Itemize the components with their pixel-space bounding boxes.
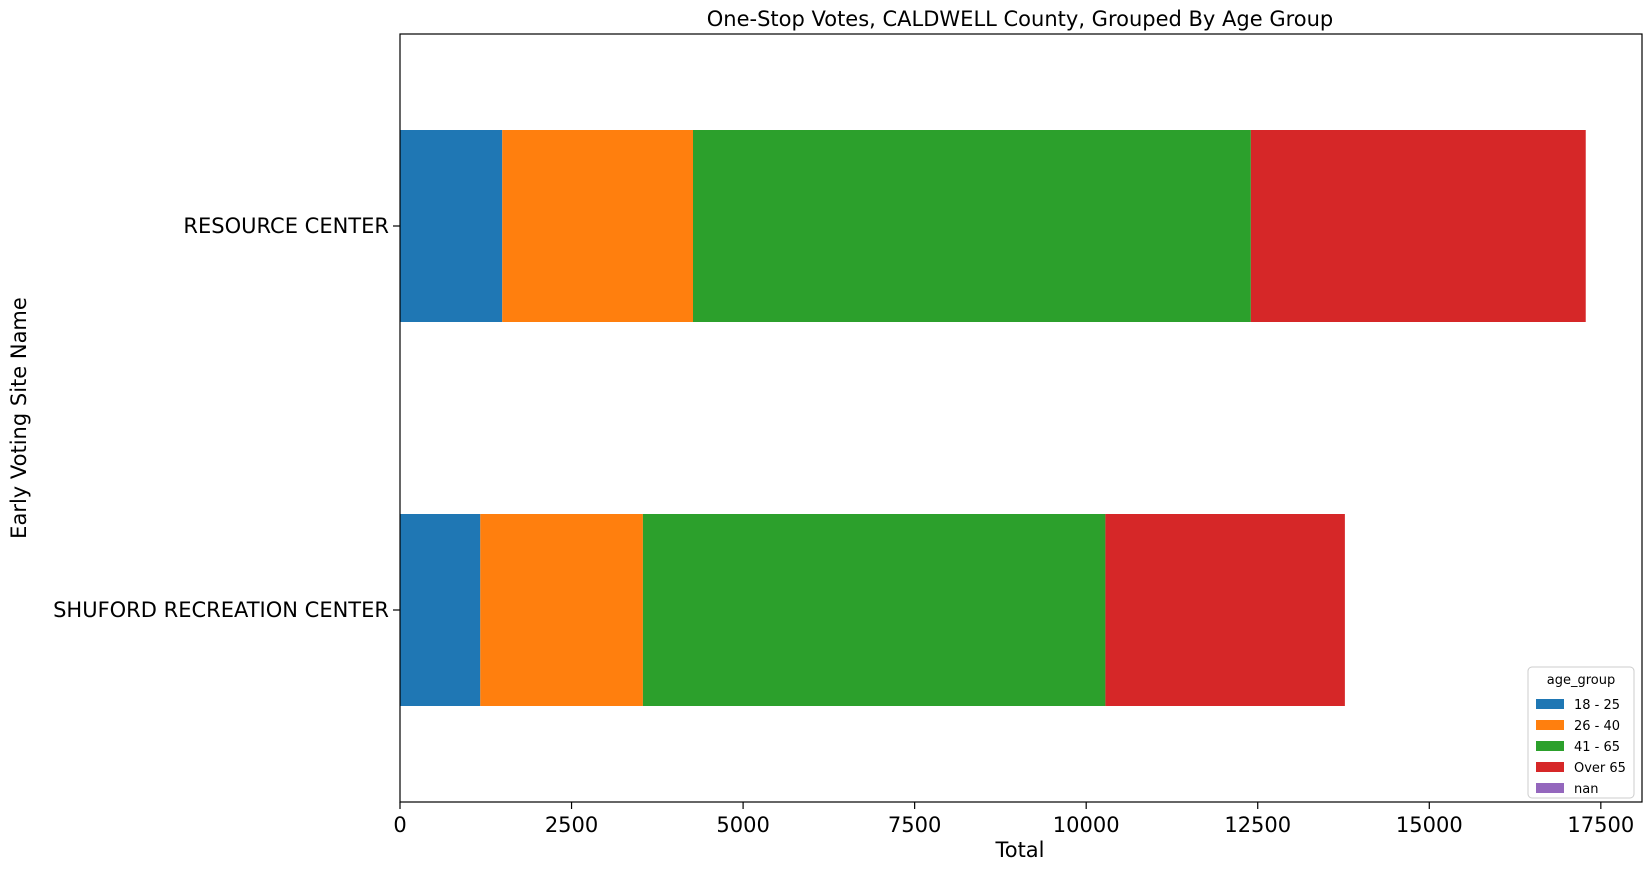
plot-area-frame [399, 33, 1643, 803]
x-tick-label: 15000 [1396, 813, 1463, 837]
bar-segment [400, 130, 503, 322]
bars-layer [400, 130, 1586, 706]
legend-label: 18 - 25 [1574, 698, 1620, 713]
bar-segment [1105, 514, 1345, 706]
bar-segment [1250, 130, 1586, 322]
y-tick-label: SHUFORD RECREATION CENTER [53, 598, 389, 622]
y-tick-label: RESOURCE CENTER [183, 214, 389, 238]
x-axis-label: Total [994, 838, 1044, 862]
bar-segment [642, 514, 1106, 706]
x-tick-label: 12500 [1224, 813, 1291, 837]
legend-label: 41 - 65 [1574, 740, 1620, 755]
legend-label: 26 - 40 [1574, 719, 1620, 734]
bar-segment [693, 130, 1251, 322]
x-tick-label: 5000 [716, 813, 769, 837]
x-tick-label: 0 [393, 813, 406, 837]
legend-swatch [1536, 699, 1564, 709]
x-tick-label: 7500 [888, 813, 941, 837]
bar-segment [400, 514, 481, 706]
legend: age_group 18 - 25 26 - 40 41 - 65 Over 65 nan [1527, 666, 1635, 799]
x-tick-label: 10000 [1053, 813, 1120, 837]
legend-swatch [1536, 741, 1564, 751]
bar-segment [502, 130, 694, 322]
x-tick-label: 2500 [545, 813, 598, 837]
y-axis-label: Early Voting Site Name [7, 297, 31, 539]
x-tick-label: 17500 [1567, 813, 1634, 837]
legend-swatch [1536, 783, 1564, 793]
y-axis: RESOURCE CENTER SHUFORD RECREATION CENTER [53, 214, 400, 622]
bar-segment [480, 514, 643, 706]
legend-title: age_group [1547, 673, 1615, 688]
legend-swatch [1536, 720, 1564, 730]
legend-label: nan [1574, 782, 1598, 797]
legend-label: Over 65 [1574, 761, 1626, 776]
legend-swatch [1536, 762, 1564, 772]
x-axis: 0 2500 5000 7500 10000 12500 15000 17500 [393, 802, 1634, 837]
chart-title: One-Stop Votes, CALDWELL County, Grouped… [707, 7, 1334, 31]
